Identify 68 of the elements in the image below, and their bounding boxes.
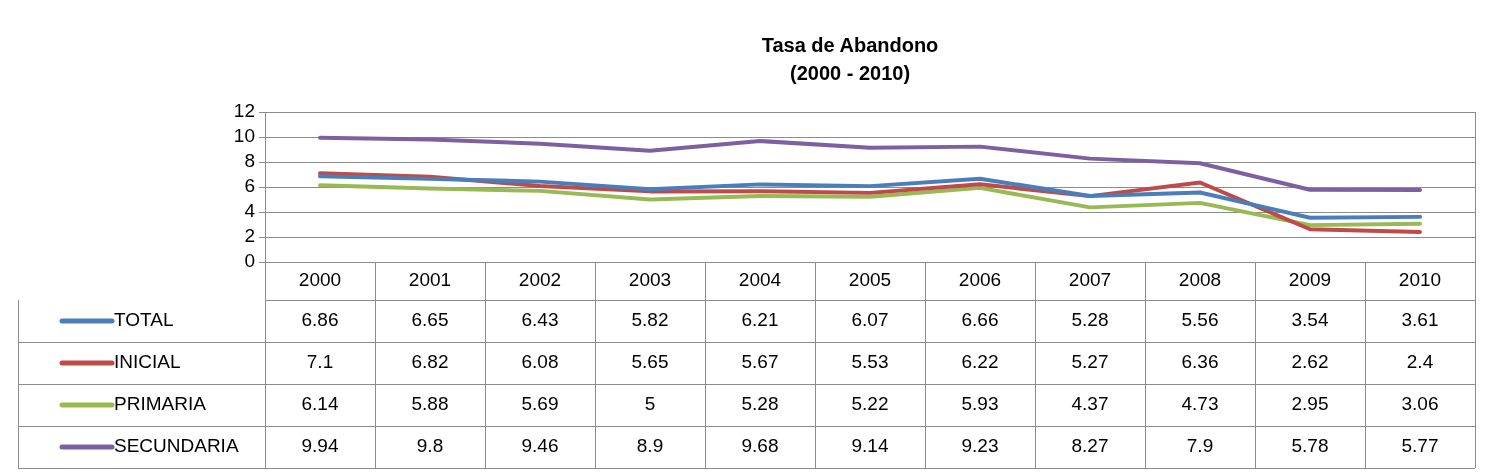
data-label: 7.1	[306, 351, 334, 373]
data-label: 8.27	[1071, 435, 1109, 457]
data-label: 6.66	[961, 309, 999, 331]
data-label: 2.95	[1291, 393, 1329, 415]
data-label: 6.82	[411, 351, 449, 373]
data-label: 6.21	[741, 309, 779, 331]
data-label: 9.46	[521, 435, 559, 457]
data-label: 6.36	[1181, 351, 1219, 373]
x-tick-label: 2004	[738, 269, 782, 291]
data-label: 6.86	[301, 309, 339, 331]
data-label: 5.77	[1401, 435, 1439, 457]
x-tick-label: 2005	[848, 269, 892, 291]
x-tick-label: 2008	[1178, 269, 1222, 291]
data-label: 6.65	[411, 309, 449, 331]
data-label: 4.37	[1071, 393, 1109, 415]
x-tick-label: 2001	[408, 269, 452, 291]
data-label: 5.69	[521, 393, 559, 415]
data-label: 9.94	[301, 435, 339, 457]
data-label: 3.54	[1291, 309, 1329, 331]
data-label: 2.62	[1291, 351, 1329, 373]
y-tick-label: 0	[244, 250, 255, 272]
x-tick-label: 2010	[1398, 269, 1442, 291]
data-label: 5.28	[741, 393, 779, 415]
data-label: 6.14	[301, 393, 339, 415]
data-label: 5.56	[1181, 309, 1219, 331]
y-tick-label: 2	[244, 225, 255, 247]
data-label: 9.8	[416, 435, 444, 457]
data-label: 2.4	[1406, 351, 1434, 373]
y-tick-label: 12	[233, 100, 255, 122]
data-label: 5.88	[411, 393, 449, 415]
chart-title: Tasa de Abandono	[761, 33, 939, 56]
x-tick-label: 2000	[298, 269, 342, 291]
data-label: 5.22	[851, 393, 889, 415]
x-tick-label: 2009	[1288, 269, 1332, 291]
data-label: 7.9	[1186, 435, 1214, 457]
data-label: 5.82	[631, 309, 669, 331]
data-label: 6.07	[851, 309, 889, 331]
data-label: 5.78	[1291, 435, 1329, 457]
y-tick-label: 4	[244, 200, 256, 222]
data-label: 3.61	[1401, 309, 1439, 331]
data-label: 3.06	[1401, 393, 1439, 415]
data-label: 8.9	[636, 435, 664, 457]
legend-label: INICIAL	[114, 351, 181, 373]
data-label: 9.14	[851, 435, 889, 457]
x-tick-label: 2003	[628, 269, 672, 291]
data-label: 5	[644, 393, 656, 415]
y-tick-label: 8	[244, 150, 255, 172]
data-label: 9.68	[741, 435, 779, 457]
data-label: 6.43	[521, 309, 559, 331]
legend-label: TOTAL	[114, 309, 174, 331]
x-tick-label: 2002	[518, 269, 562, 291]
data-label: 5.93	[961, 393, 999, 415]
x-tick-label: 2007	[1068, 269, 1112, 291]
data-label: 5.67	[741, 351, 779, 373]
legend-label: SECUNDARIA	[114, 435, 239, 457]
data-label: 4.73	[1181, 393, 1219, 415]
data-label: 5.53	[851, 351, 889, 373]
y-tick-label: 10	[233, 125, 255, 147]
data-label: 5.65	[631, 351, 669, 373]
chart-subtitle: (2000 - 2010)	[789, 61, 911, 84]
y-tick-label: 6	[244, 175, 255, 197]
data-label: 9.23	[961, 435, 999, 457]
data-label: 6.08	[521, 351, 559, 373]
legend-label: PRIMARIA	[114, 393, 207, 415]
data-label: 6.22	[961, 351, 999, 373]
x-tick-label: 2006	[958, 269, 1002, 291]
data-label: 5.28	[1071, 309, 1109, 331]
data-label: 5.27	[1071, 351, 1109, 373]
